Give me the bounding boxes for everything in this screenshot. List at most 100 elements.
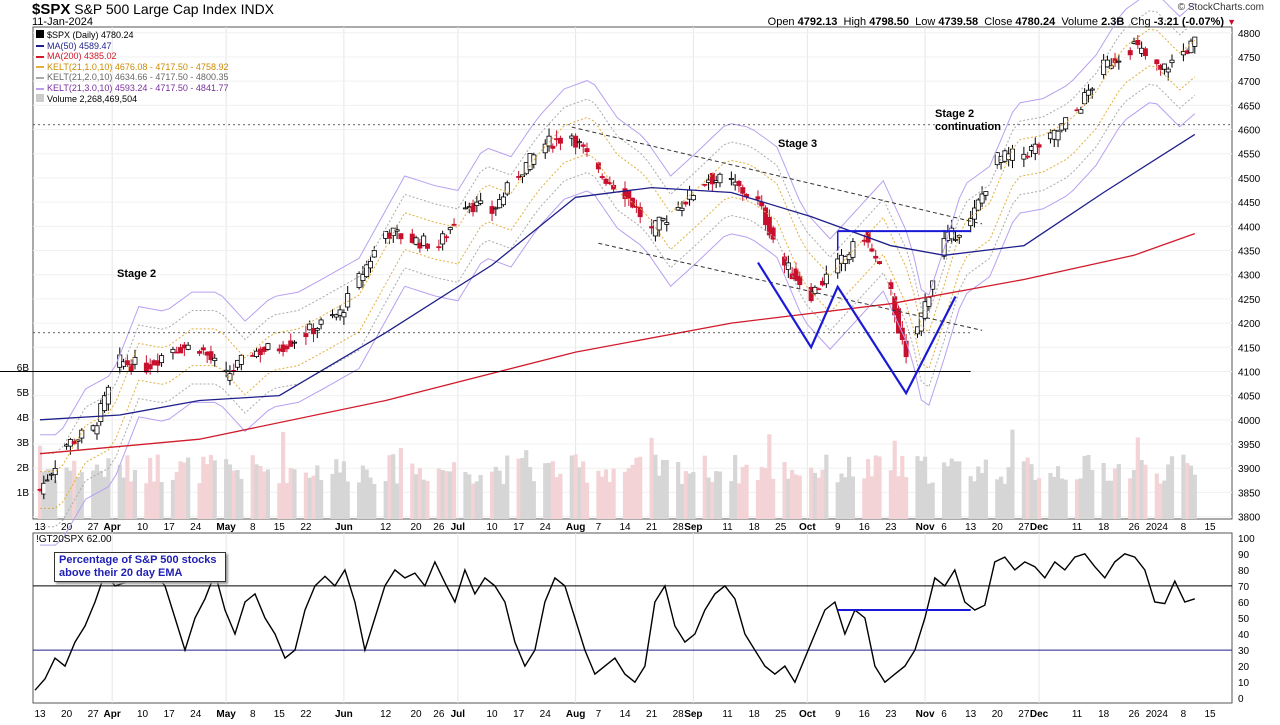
y-tick-label: 4500 [1238,174,1261,185]
volume-bar [53,480,58,519]
volume-bar [338,472,343,519]
x-tick-label: 20 [61,709,73,720]
volume-bar [360,465,365,519]
volume-bar [1105,480,1110,519]
candle-body [227,373,233,381]
volume-bar [892,440,897,519]
volume-bar [611,468,616,519]
legend-swatch-icon [36,87,44,90]
x-tick-label: 20 [992,522,1004,533]
candle-body [1188,40,1194,54]
candle-body [265,343,271,350]
x-tick-label: 11 [1072,522,1083,533]
volume-bar [37,445,43,519]
chart-legend: $SPX (Daily) 4780.24 MA(50) 4589.47 MA(2… [36,30,228,104]
volume-bar [132,469,138,519]
volume-bar [478,474,483,519]
volume-bar [820,469,825,519]
x-tick-label: 18 [749,522,761,533]
volume-bar [1135,437,1140,519]
x-tick-label: 20 [411,709,423,720]
volume-bar [554,477,559,519]
volume-bar [729,481,734,519]
volume-bar [630,464,635,519]
x-tick-label: 15 [274,709,286,720]
x-tick-label: 16 [859,709,871,720]
volume-bar [117,464,122,519]
x-tick-label: 24 [540,522,552,533]
volume-bar [869,476,875,519]
chg-value: -3.21 (-0.07%) [1153,16,1225,28]
volume-bar [584,482,590,519]
indicator-line [34,552,1196,691]
volume-bar [1078,478,1083,519]
volume-bar [1055,466,1061,519]
volume-bar [501,483,506,519]
volume-bar [277,483,282,519]
candle-body [489,206,495,214]
volume-bar [809,467,814,519]
volume-bar [262,471,267,519]
indicator-y-tick-label: 10 [1238,678,1250,689]
candle-body [424,243,430,249]
volume-bar [129,481,134,519]
volume-bar [1158,483,1163,519]
volume-bar [368,477,373,519]
volume-bar [94,464,100,519]
x-tick-label: 8 [1181,522,1187,533]
candle-body [869,248,875,252]
volume-tick-label: 5B [17,388,30,399]
y-tick-label: 4400 [1238,222,1261,233]
candle-body [626,190,632,199]
volume-bar [1033,479,1038,519]
volume-bar [497,470,502,519]
candle-body [197,351,203,354]
volume-bar [1048,473,1053,519]
y-tick-label: 4450 [1238,198,1261,209]
candle-body [683,201,689,205]
candle-body [1108,65,1114,69]
volume-bar [1192,474,1197,519]
volume-bar [391,454,396,519]
candle-body [493,207,499,210]
x-tick-label: 18 [1098,709,1110,720]
volume-tick-label: 4B [17,413,30,424]
volume-bar [569,455,574,519]
x-tick-label: 17 [513,709,525,720]
volume-bar [227,464,233,519]
index-name: S&P 500 Large Cap Index [74,1,237,17]
x-tick-label: 22 [300,522,312,533]
indicator-y-tick-label: 40 [1238,630,1250,641]
volume-bar [1063,479,1068,519]
candle-body [333,314,339,318]
y-tick-label: 4200 [1238,319,1261,330]
x-tick-label: 27 [88,709,100,720]
volume-bar [72,460,77,519]
volume-bar [634,457,639,519]
volume-bar [1090,469,1095,519]
volume-bar [972,481,977,519]
volume-bar [394,483,400,519]
candle-body [1161,63,1167,70]
x-tick-label: 8 [1181,709,1187,720]
volume-bar [79,471,84,519]
candle-body [576,141,582,144]
volume-bar [1074,479,1080,519]
open-label: Open [767,16,795,28]
y-tick-label: 4600 [1238,126,1261,137]
volume-bar [888,470,893,519]
x-tick-label: 27 [88,522,100,533]
volume-bar [319,480,324,519]
x-tick-label: Sep [684,709,702,720]
candle-body [421,235,427,247]
volume-bar [638,456,643,519]
volume-bar [558,473,563,519]
x-tick-label: 12 [380,709,392,720]
candle-body [504,182,510,195]
volume-bar [763,467,768,519]
x-tick-label: 20 [992,709,1004,720]
volume-bar [596,470,601,519]
candle-body [1165,68,1171,73]
x-tick-label: Jun [335,522,353,533]
y-tick-label: 3850 [1238,488,1261,499]
